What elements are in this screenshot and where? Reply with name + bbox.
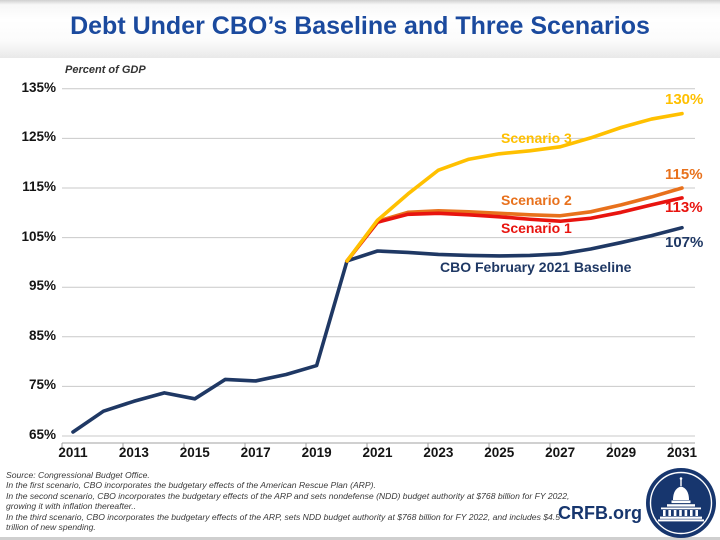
scenario-note-line: In the second scenario, CBO incorporates… — [6, 490, 570, 501]
scenario-note-line: growing it with inflation thereafter.. — [6, 501, 137, 512]
bottom-edge-strip — [0, 537, 720, 540]
scenario-note-line: trillion of new spending. — [6, 522, 96, 533]
y-axis-unit-label: Percent of GDP — [65, 64, 146, 76]
capitol-icon — [646, 468, 716, 538]
scenario-note-line: In the third scenario, CBO incorporates … — [6, 511, 560, 522]
header-gradient-band — [0, 0, 720, 58]
page-title: Debt Under CBO’s Baseline and Three Scen… — [70, 12, 650, 40]
crfb-org-link[interactable]: CRFB.org — [558, 503, 642, 523]
debt-line-chart — [61, 88, 695, 448]
source-line: Source: Congressional Budget Office. — [6, 470, 150, 480]
source-footnotes: Source: Congressional Budget Office. In t… — [6, 470, 570, 533]
scenario-note-line: In the first scenario, CBO incorporates … — [6, 480, 376, 491]
